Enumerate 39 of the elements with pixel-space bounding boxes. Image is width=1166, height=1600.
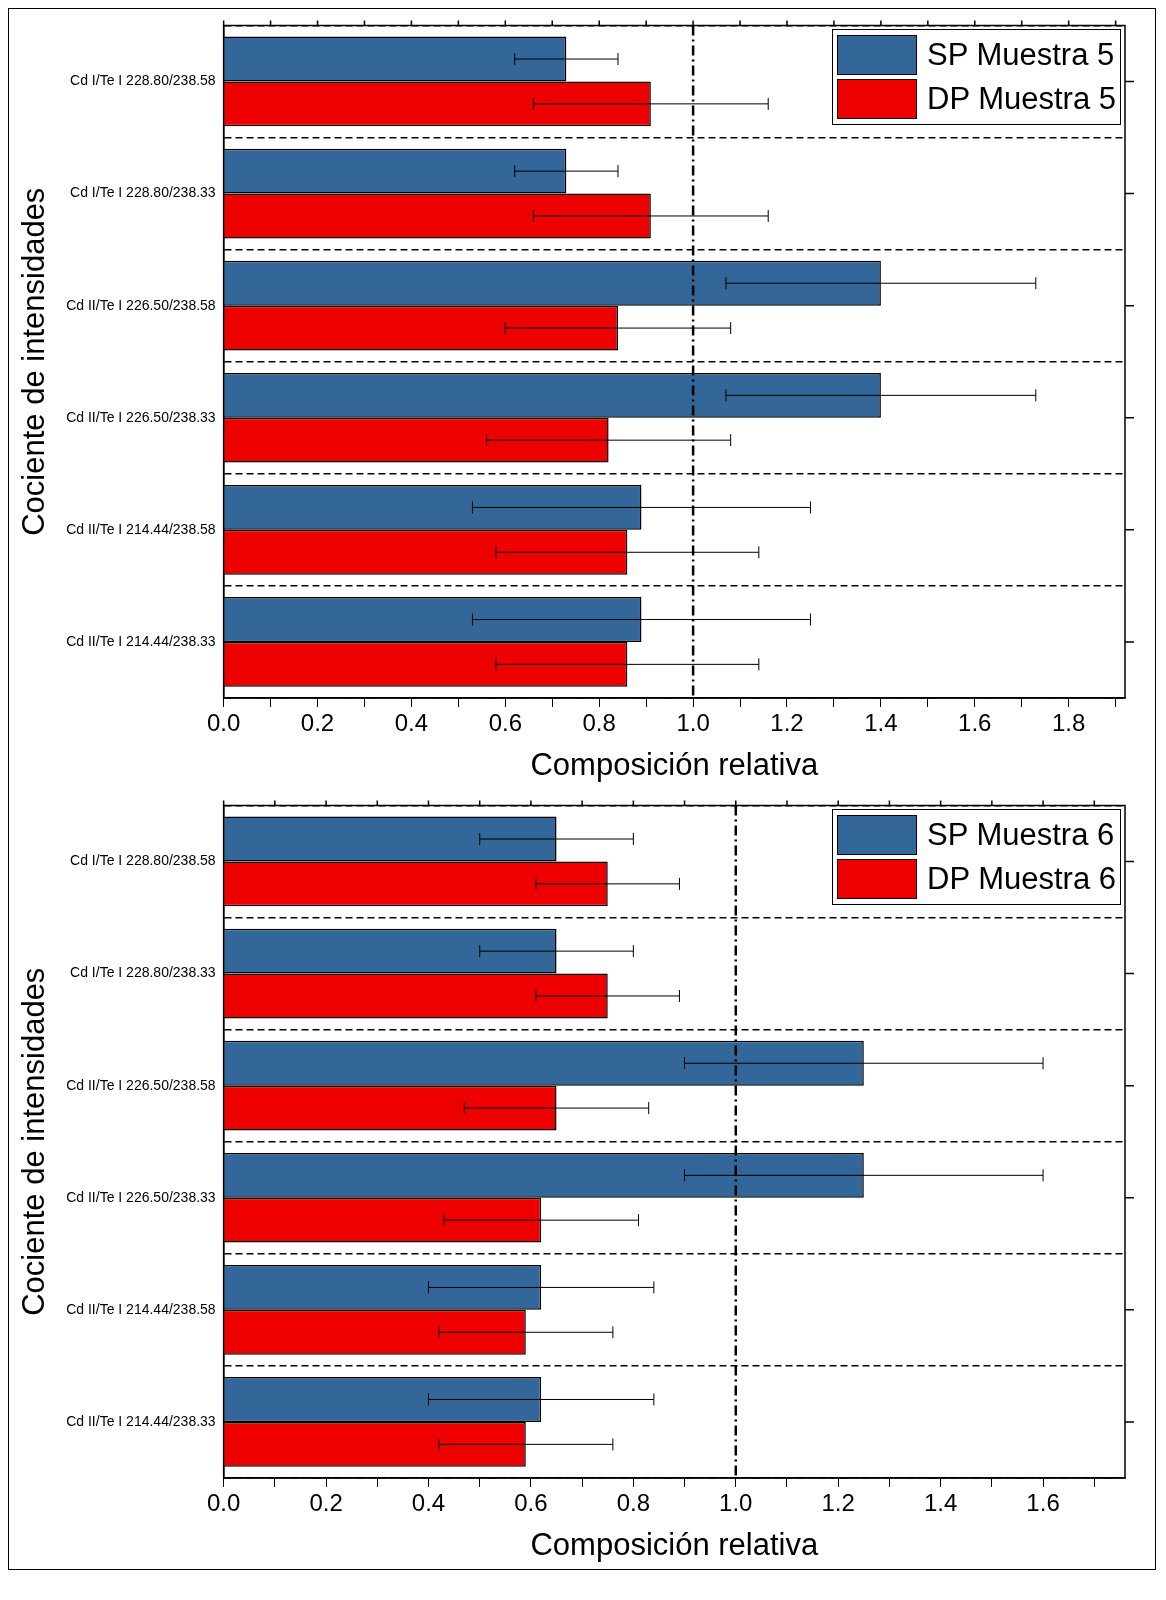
x-tick-label: 1.2 (770, 709, 804, 737)
x-tick-label: 0.0 (206, 709, 241, 737)
x-tick-label: 0.6 (488, 709, 522, 737)
x-axis-title: Composición relativa (530, 746, 819, 782)
legend-label: SP Muestra 5 (927, 37, 1115, 74)
x-tick-label: 0.6 (514, 1489, 548, 1517)
x-tick-label: 1.4 (864, 709, 898, 737)
y-tick-label: Cd I/Te I 228.80/238.58 (70, 72, 216, 89)
x-tick-label: 0.4 (411, 1489, 446, 1517)
x-tick-label: 0.2 (309, 1489, 343, 1517)
y-axis-title: Cociente de intensidades (16, 967, 52, 1316)
y-tick-label: Cd II/Te I 214.44/238.33 (66, 632, 216, 649)
x-axis-title: Composición relativa (530, 1526, 819, 1562)
y-tick-label: Cd II/Te I 226.50/238.58 (66, 1076, 216, 1093)
y-tick-label: Cd I/Te I 228.80/238.33 (70, 184, 216, 201)
y-tick-label: Cd II/Te I 226.50/238.58 (66, 296, 216, 313)
y-tick-label: Cd II/Te I 226.50/238.33 (66, 1188, 216, 1205)
x-tick-label: 1.2 (821, 1489, 855, 1517)
y-axis-title: Cociente de intensidades (16, 187, 52, 536)
x-tick-label: 1.0 (719, 1489, 753, 1517)
x-tick-label: 0.0 (206, 1489, 241, 1517)
x-tick-label: 1.0 (676, 709, 710, 737)
y-tick-label: Cd II/Te I 226.50/238.33 (66, 408, 216, 425)
x-tick-label: 0.2 (300, 709, 335, 737)
x-tick-label: 1.8 (1051, 709, 1086, 737)
y-tick-label: Cd II/Te I 214.44/238.58 (66, 1300, 216, 1317)
legend-label: SP Muestra 6 (927, 817, 1115, 854)
y-tick-label: Cd II/Te I 214.44/238.58 (66, 520, 216, 537)
y-tick-label: Cd II/Te I 214.44/238.33 (66, 1412, 216, 1429)
legend-label: DP Muestra 6 (927, 861, 1116, 898)
x-tick-label: 0.8 (582, 709, 616, 737)
x-tick-label: 1.6 (958, 709, 992, 737)
x-tick-label: 0.4 (394, 709, 429, 737)
legend-label: DP Muestra 5 (927, 81, 1116, 118)
y-tick-label: Cd I/Te I 228.80/238.33 (70, 964, 216, 981)
y-tick-label: Cd I/Te I 228.80/238.58 (70, 852, 216, 869)
x-tick-label: 1.4 (923, 1489, 958, 1517)
x-tick-label: 0.8 (616, 1489, 651, 1517)
x-tick-label: 1.6 (1026, 1489, 1060, 1517)
